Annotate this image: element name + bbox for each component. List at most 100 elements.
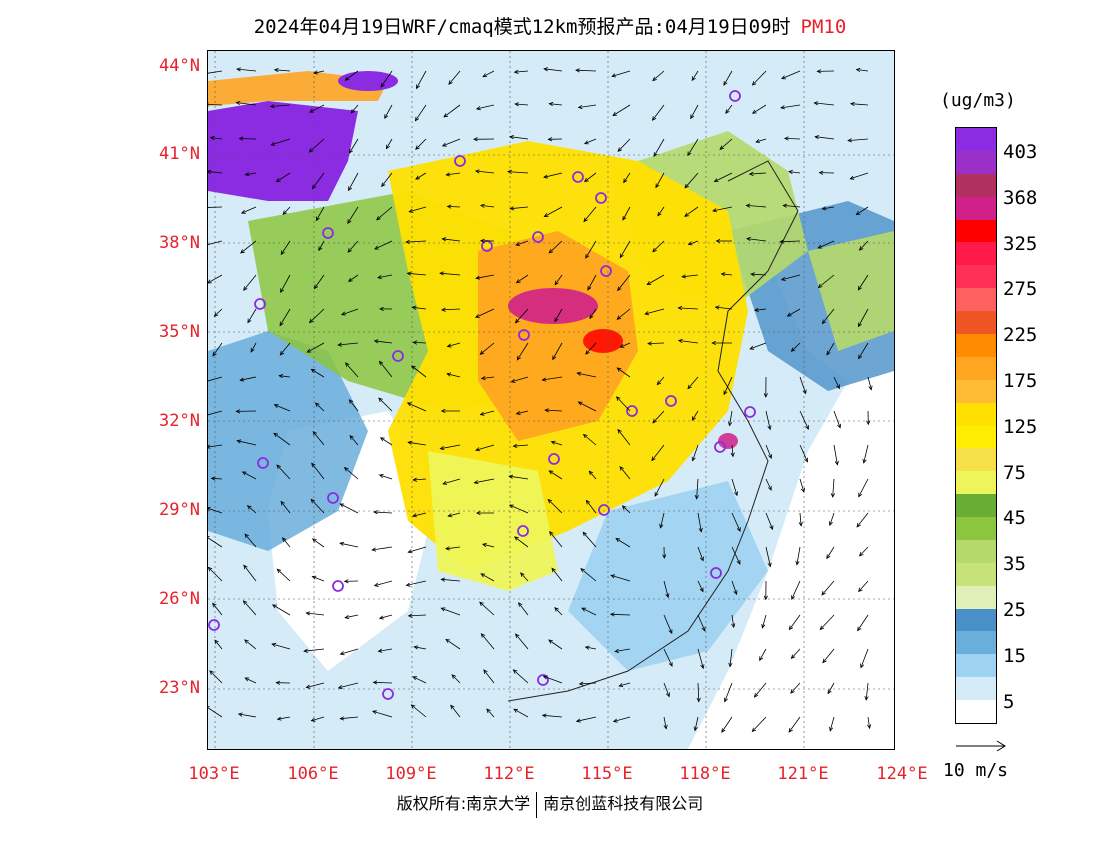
wind-vector: [270, 104, 291, 107]
wind-vector-head: [440, 607, 446, 612]
wind-vector: [585, 646, 597, 650]
wind-vector-head: [734, 491, 738, 497]
wind-vector-head: [518, 602, 523, 607]
lon-label-124E: 124°E: [876, 764, 928, 784]
wind-vector: [865, 682, 869, 701]
wind-vector: [208, 707, 223, 718]
wind-vector-head: [818, 170, 824, 175]
wind-vector: [684, 206, 699, 217]
wind-vector: [610, 613, 631, 616]
wind-vector-head: [343, 579, 349, 584]
wind-vector-head: [240, 209, 246, 214]
wind-vector-head: [622, 215, 627, 221]
wind-vector-head: [347, 277, 353, 282]
lat-label-38N: 38°N: [159, 233, 200, 253]
wind-vector-head: [753, 693, 759, 698]
wind-vector-head: [209, 670, 214, 675]
legend-tick-label: 75: [1003, 461, 1026, 484]
legend-color-cell: [956, 700, 996, 724]
legend-color-cell: [956, 562, 996, 586]
wind-vector-head: [578, 681, 584, 686]
wind-vector-head: [790, 347, 796, 352]
wind-vector: [612, 104, 631, 116]
wind-vector: [373, 682, 393, 684]
wind-vector-head: [857, 285, 863, 291]
wind-vector: [731, 512, 741, 532]
wind-vector: [542, 714, 563, 718]
wind-vector: [411, 704, 427, 718]
wind-vector: [749, 172, 767, 175]
legend-color-cell: [956, 173, 996, 197]
wind-vector: [379, 474, 393, 480]
wind-vector: [208, 274, 223, 284]
wind-vector-head: [828, 521, 833, 527]
title-pollutant: PM10: [800, 16, 847, 38]
wind-vector: [759, 648, 767, 661]
wind-vector-head: [305, 611, 311, 616]
wind-vector: [619, 240, 631, 258]
wind-vector-head: [543, 212, 549, 217]
wind-vector-head: [817, 244, 823, 249]
wind-vector-head: [315, 216, 320, 222]
legend-color-cell: [956, 242, 996, 266]
yellow-south-extension: [428, 451, 558, 591]
wind-vector-head: [687, 241, 693, 246]
wind-vector: [279, 375, 291, 378]
wind-vector-head: [699, 587, 704, 593]
legend-color-cell: [956, 539, 996, 563]
legend-color-cell: [956, 333, 996, 357]
wind-vector: [663, 682, 670, 697]
wind-vector-head: [515, 633, 520, 639]
wind-vector: [544, 206, 563, 217]
wind-vector-head: [826, 554, 831, 560]
wind-vector: [451, 674, 461, 684]
wind-vector: [475, 170, 495, 174]
wind-vector-head: [379, 306, 384, 311]
wind-vector: [829, 512, 835, 526]
wind-vector: [386, 138, 393, 149]
wind-vector-head: [779, 239, 784, 244]
wind-vector-head: [475, 447, 481, 452]
wind-vector-head: [763, 393, 768, 398]
wind-vector: [380, 70, 393, 88]
wind-vector-head: [855, 67, 861, 73]
wind-vector-head: [730, 452, 735, 458]
wind-vector-head: [344, 76, 350, 81]
wind-vector: [619, 682, 631, 687]
wind-vector-head: [795, 560, 800, 566]
color-scale-legend: [955, 127, 997, 724]
wind-vector-head: [482, 543, 487, 548]
wind-vector-head: [819, 625, 825, 631]
wind-vector: [652, 70, 665, 81]
wind-vector-head: [864, 696, 869, 701]
wind-vector: [476, 274, 495, 279]
wind-vector-head: [348, 399, 354, 404]
wind-vector: [440, 272, 461, 276]
wind-vector-head: [311, 184, 317, 190]
wind-vector: [244, 639, 257, 650]
wind-vector: [729, 410, 733, 426]
wind-vector: [543, 172, 563, 178]
wind-vector-head: [475, 275, 481, 280]
wind-vector: [349, 399, 359, 412]
wind-vector: [721, 273, 733, 276]
wind-vector-head: [412, 676, 418, 681]
wind-vector: [856, 512, 869, 528]
wind-vector-head: [413, 645, 419, 650]
wind-vector: [617, 138, 631, 152]
wind-vector-head: [243, 286, 248, 291]
wind-vector: [409, 206, 427, 213]
wind-vector-head: [548, 470, 554, 475]
wind-vector-head: [790, 689, 795, 694]
wind-vector-head: [270, 141, 276, 146]
legend-color-cell: [956, 608, 996, 632]
wind-vector: [312, 576, 325, 582]
high-concentration-hotspot-jiangsu: [718, 433, 738, 449]
wind-vector-head: [711, 340, 716, 346]
wind-vector-head: [736, 527, 741, 533]
wind-vector: [515, 240, 529, 246]
wind-vector-head: [235, 409, 241, 414]
wind-vector: [576, 716, 597, 722]
wind-vector-head: [830, 493, 836, 498]
wind-vector-head: [654, 492, 659, 497]
